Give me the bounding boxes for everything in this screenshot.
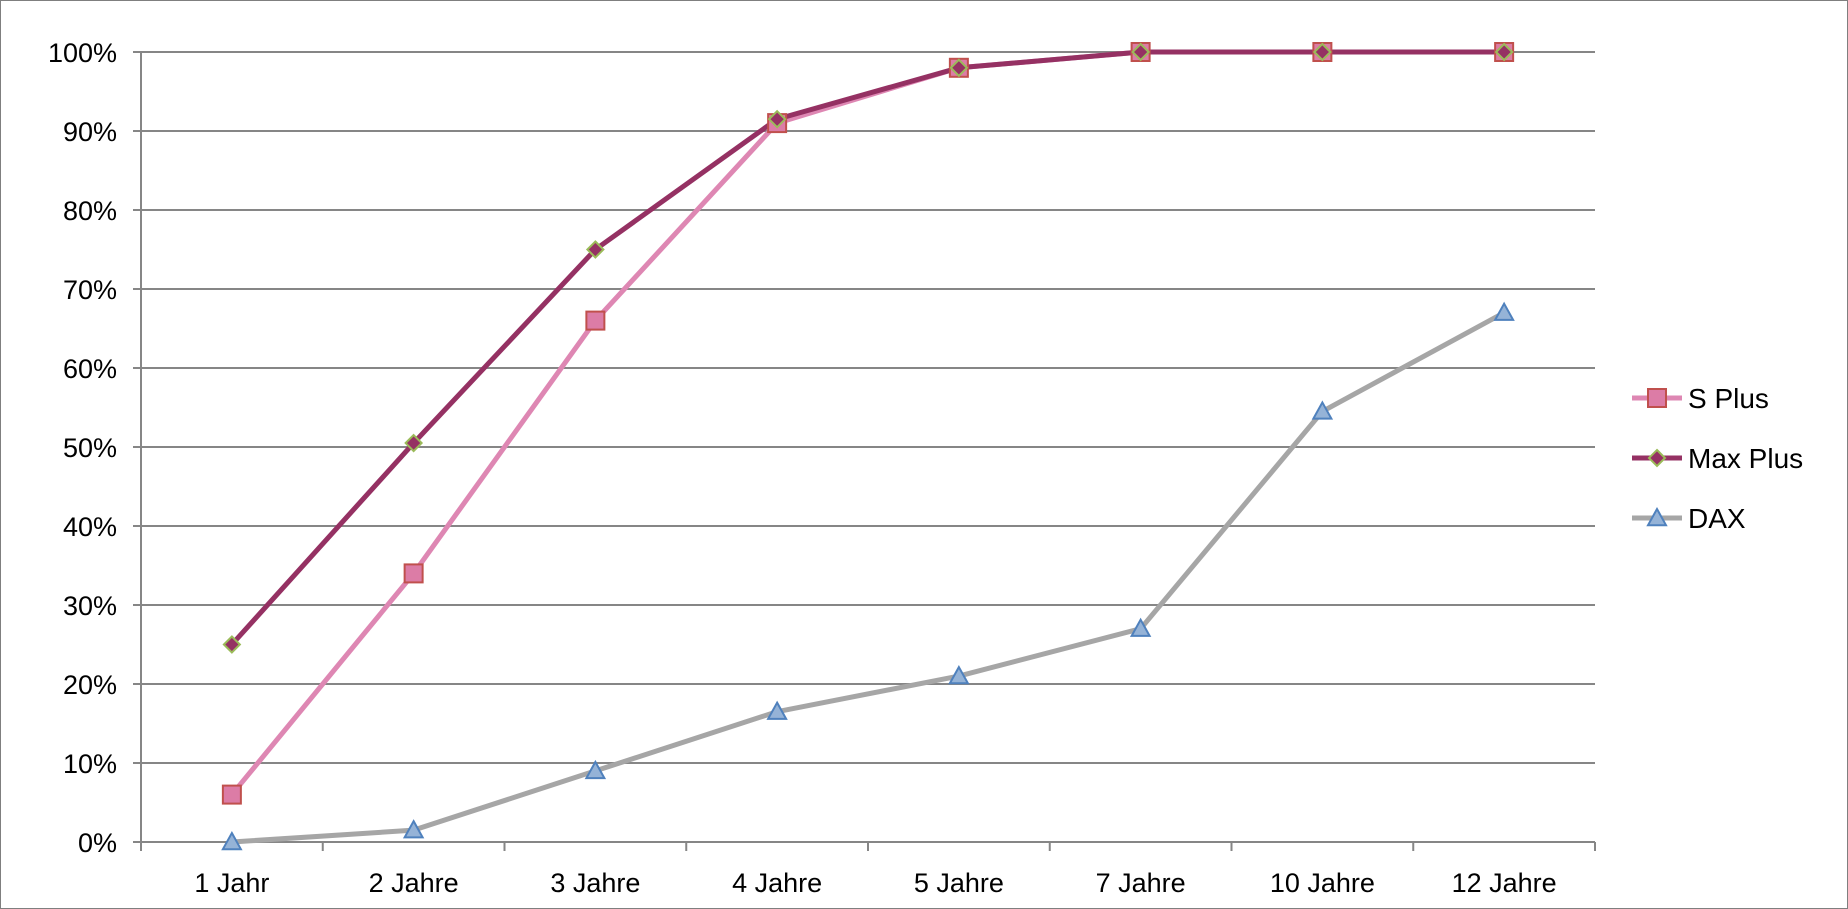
series-group <box>221 42 1515 851</box>
data-point-max-plus <box>949 58 969 78</box>
legend-swatch-marker <box>1646 506 1668 527</box>
x-tick-label: 12 Jahre <box>1452 868 1557 898</box>
y-tick-label: 60% <box>63 354 117 384</box>
y-tick-label: 80% <box>63 196 117 226</box>
data-point-dax <box>1311 400 1334 420</box>
x-tick-label: 5 Jahre <box>914 868 1004 898</box>
data-point-max-plus <box>404 433 424 453</box>
data-point-s-plus <box>403 563 424 584</box>
y-tick-label: 20% <box>63 670 117 700</box>
legend-item-max-plus: Max Plus <box>1632 443 1803 474</box>
data-point-dax <box>584 759 607 780</box>
legend-item-dax: DAX <box>1632 503 1746 534</box>
data-point-dax <box>766 700 788 720</box>
gridlines <box>141 51 1595 764</box>
legend: S Plus Max Plus DAX <box>1632 383 1803 534</box>
data-point-dax <box>1129 617 1152 637</box>
legend-label: DAX <box>1688 503 1746 534</box>
x-tick-label: 2 Jahre <box>369 868 459 898</box>
x-tick-label: 1 Jahr <box>194 868 269 898</box>
data-point-max-plus <box>1312 42 1332 62</box>
data-point-max-plus <box>767 109 787 129</box>
data-point-dax <box>221 830 243 851</box>
legend-item-s-plus: S Plus <box>1632 383 1769 414</box>
x-axis-tick-labels: 1 Jahr 2 Jahre 3 Jahre 4 Jahre 5 Jahre 7 Jahr… <box>194 868 1556 898</box>
y-tick-label: 50% <box>63 433 117 463</box>
series-line-max-plus <box>230 49 1505 647</box>
data-point-dax <box>1493 301 1515 321</box>
y-tick-label: 40% <box>63 512 117 542</box>
data-point-max-plus <box>585 240 605 259</box>
x-tick-label: 4 Jahre <box>732 868 822 898</box>
data-point-dax <box>402 819 425 839</box>
axes <box>133 51 1596 851</box>
y-tick-label: 100% <box>48 38 117 68</box>
legend-swatch-marker <box>1647 388 1667 408</box>
y-tick-label: 0% <box>78 828 117 858</box>
series-line-dax <box>231 310 1506 845</box>
data-point-s-plus <box>221 784 242 805</box>
y-tick-label: 70% <box>63 275 117 305</box>
x-tick-label: 3 Jahre <box>550 868 640 898</box>
legend-swatch-marker <box>1647 448 1667 468</box>
data-point-s-plus <box>585 310 606 331</box>
y-tick-label: 90% <box>63 117 117 147</box>
data-point-dax <box>948 665 970 685</box>
data-point-max-plus <box>1131 42 1151 62</box>
y-axis-tick-labels: 0% 10% 20% 30% 40% 50% 60% 70% 80% 90% 100% <box>48 38 117 858</box>
legend-label: Max Plus <box>1688 443 1803 474</box>
x-tick-label: 7 Jahre <box>1096 868 1186 898</box>
y-tick-label: 30% <box>63 591 117 621</box>
data-point-max-plus <box>222 635 242 654</box>
legend-label: S Plus <box>1688 383 1769 414</box>
x-tick-label: 10 Jahre <box>1270 868 1375 898</box>
y-tick-label: 10% <box>63 749 117 779</box>
data-point-max-plus <box>1494 42 1514 62</box>
